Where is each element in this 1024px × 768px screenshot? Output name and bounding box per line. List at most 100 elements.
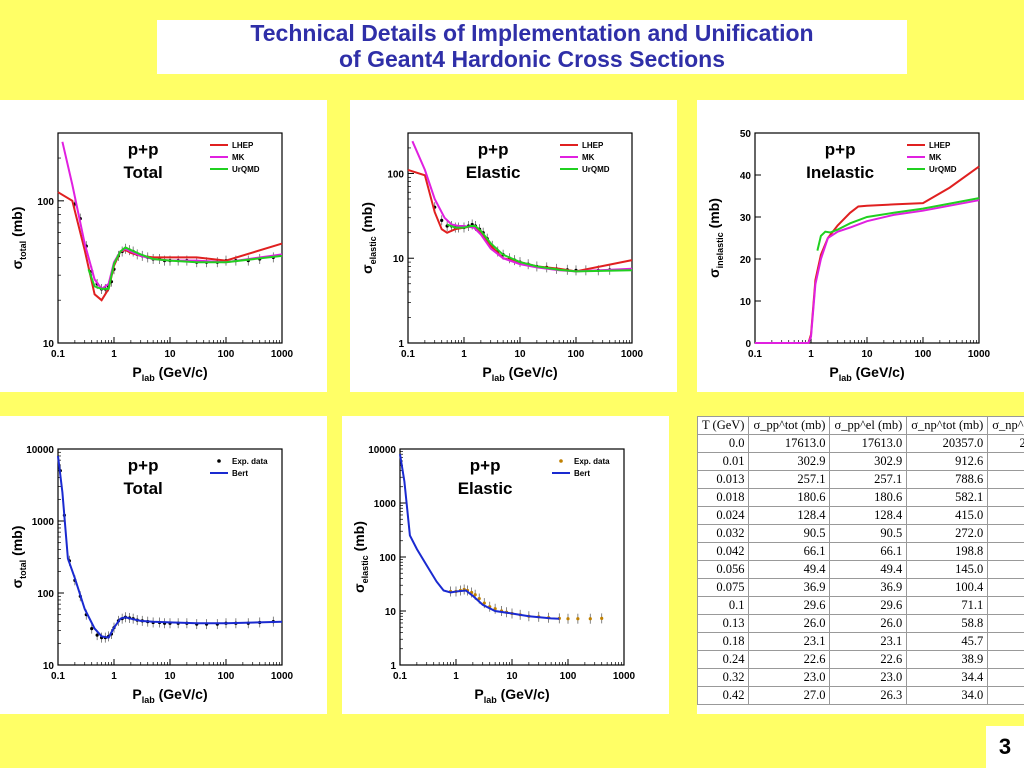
table-cell: 180.6 — [829, 488, 908, 507]
table-header-cell: σ_pp^tot (mb) — [748, 416, 831, 435]
slide-title-line1: Technical Details of Implementation and … — [250, 20, 814, 46]
exp-data-point — [473, 593, 477, 597]
table-cell: 29.6 — [748, 596, 831, 615]
y-tick-label: 10 — [740, 297, 752, 308]
table-cell: 0.042 — [697, 542, 750, 561]
table-cell: 128.4 — [748, 506, 831, 525]
series-line-urqmd — [816, 197, 980, 251]
table-cell: 0.1 — [697, 596, 750, 615]
table-cell: 36.9 — [748, 578, 831, 597]
table-cell: 415.0 — [906, 506, 989, 525]
table-cell: 0.13 — [697, 614, 750, 633]
y-tick-label: 1000 — [374, 499, 397, 510]
table-cell: 36.9 — [829, 578, 908, 597]
table-cell: 198.8 — [906, 542, 989, 561]
table-cell: 90.5 — [748, 524, 831, 543]
x-axis-label: Plab (GeV/c) — [482, 364, 557, 383]
chart-title-line1: p+p — [478, 140, 509, 159]
table-cell: 582.1 — [987, 488, 1024, 507]
table-cell: 415.0 — [987, 506, 1024, 525]
chart-panel-total-bottom: 0.1 1 10 100 1000 10 100 1000 10000 p+p Total Exp. … — [0, 416, 327, 714]
chart-total-top-body: 0.1 1 10 100 1000 10 100 p+p Total LHEP MK UrQMD Pla… — [9, 132, 294, 383]
chart-panel-elastic-bottom: 0.1 1 10 100 1000 1 10 100 1000 10000 p+p Elastic Ex… — [342, 416, 669, 714]
x-tick-label: 1 — [461, 349, 467, 360]
exp-data-point — [566, 617, 570, 621]
table-cell: 788.6 — [987, 470, 1024, 489]
series-line-lhep — [57, 191, 283, 302]
chart-total-bottom-body: 0.1 1 10 100 1000 10 100 1000 10000 p+p Total Exp. … — [9, 445, 294, 705]
x-axis-label: Plab (GeV/c) — [132, 686, 207, 705]
x-tick-label: 0.1 — [51, 349, 65, 360]
slide-title: Technical Details of Implementation and … — [157, 20, 907, 74]
page-number: 3 — [986, 726, 1024, 768]
chart-inelastic-top-body: 0.1 1 10 100 1000 0 10 20 30 40 50 p+p Inelastic LHEP… — [706, 129, 991, 383]
x-tick-label: 1000 — [968, 349, 991, 360]
table-cell: 45.7 — [906, 632, 989, 651]
x-tick-label: 0.1 — [51, 671, 65, 682]
chart-elastic-top: 0.1 1 10 100 1000110100p+pElasticLHEPMKUrQMD… — [359, 132, 644, 383]
x-tick-label: 10 — [164, 671, 176, 682]
exp-data-point — [576, 617, 580, 621]
table-cell: 27.0 — [748, 686, 831, 705]
cross-section-table: T (GeV) σ_pp^tot (mb) σ_pp^el (mb) σ_np^tot… — [697, 416, 1024, 705]
table-cell: 17613.0 — [748, 434, 831, 453]
table-cell: 23.1 — [748, 632, 831, 651]
legend-label: MK — [929, 153, 942, 162]
exp-data-point — [600, 616, 604, 620]
x-axis-label: Plab (GeV/c) — [474, 686, 549, 705]
chart-total-bottom: 0.1 1 10 100 1000 10 100 1000 10000 p+p Total Exp. … — [9, 445, 294, 705]
x-tick-label: 1 — [808, 349, 814, 360]
table-cell: 26.0 — [748, 614, 831, 633]
table-cell: 100.4 — [987, 578, 1024, 597]
exp-data-point — [95, 633, 99, 637]
table-cell: 272.0 — [987, 524, 1024, 543]
table-cell: 26.0 — [829, 614, 908, 633]
table-cell: 20357.0 — [906, 434, 989, 453]
legend-label: Bert — [574, 469, 590, 478]
y-tick-label: 100 — [37, 589, 54, 600]
legend-label: Exp. data — [574, 457, 610, 466]
chart-title-line2: Inelastic — [806, 163, 874, 182]
table-header-cell: T (GeV) — [697, 416, 750, 435]
table-cell: 22.6 — [748, 650, 831, 669]
table-cell: 34.4 — [906, 668, 989, 687]
y-tick-label: 0 — [745, 339, 751, 350]
table-cell: 49.4 — [748, 560, 831, 579]
y-tick-label: 1 — [398, 339, 404, 350]
x-tick-label: 0.1 — [748, 349, 762, 360]
exp-data-point — [588, 617, 592, 621]
table-cell: 272.0 — [906, 524, 989, 543]
chart-title-line2: Total — [123, 163, 162, 182]
exp-data-point — [477, 596, 481, 601]
table-cell: 17613.0 — [829, 434, 908, 453]
table-cell: 0.42 — [697, 686, 750, 705]
exp-data-point — [440, 218, 444, 222]
y-axis-label: σinelastic (mb) — [706, 198, 725, 278]
y-axis-label: σtotal (mb) — [9, 207, 28, 270]
table-cell: 38.9 — [906, 650, 989, 669]
series-line-mk — [411, 140, 633, 273]
series-line-bert — [57, 455, 283, 639]
table-header-row: T (GeV) σ_pp^tot (mb) σ_pp^el (mb) σ_np^tot… — [697, 416, 1024, 435]
x-tick-label: 10 — [164, 349, 176, 360]
y-tick-label: 10000 — [368, 445, 396, 456]
chart-panel-elastic-top: 0.1 1 10 100 1000 1 10 100 p+p Elastic LHEP MK UrQMD… — [350, 100, 677, 392]
table-cell: 257.1 — [748, 470, 831, 489]
x-tick-label: 100 — [560, 671, 577, 682]
legend-label: MK — [582, 153, 595, 162]
x-tick-label: 1000 — [613, 671, 636, 682]
table-cell: 0.24 — [697, 650, 750, 669]
x-tick-label: 1 — [111, 671, 117, 682]
table-cell: 58.8 — [906, 614, 989, 633]
table-header-cell: σ_np^el (mb) — [987, 416, 1024, 435]
chart-elastic-bottom-body: 0.1 1 10 100 1000110100100010000p+pElasticEx… — [351, 445, 636, 705]
table-cell: 23.0 — [748, 668, 831, 687]
legend-label: LHEP — [582, 141, 604, 150]
table-cell: 0.018 — [697, 488, 750, 507]
y-tick-label: 20 — [740, 255, 752, 266]
